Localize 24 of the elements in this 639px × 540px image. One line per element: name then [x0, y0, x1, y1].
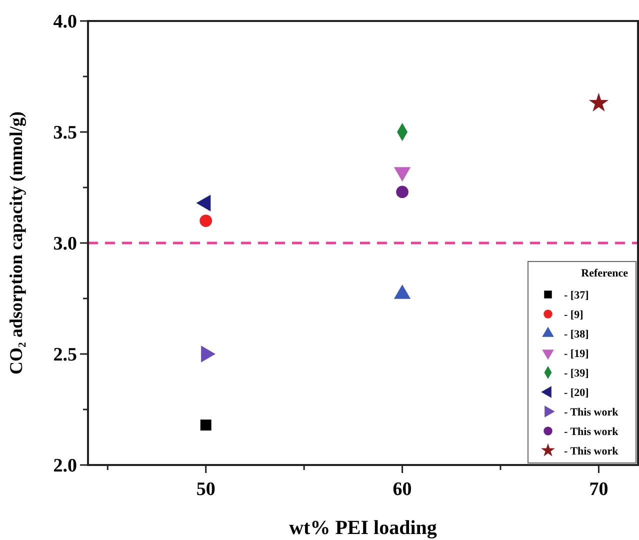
x-axis-title: wt% PEI loading [289, 517, 437, 539]
legend-label: - [9] [564, 308, 584, 321]
point [588, 92, 609, 112]
legend-label: - This work [564, 426, 620, 438]
y-tick-label: 2.5 [53, 344, 77, 366]
x-tick-label: 60 [392, 479, 412, 500]
legend-label: - This work [564, 406, 620, 418]
y-tick-label: 4.0 [53, 12, 77, 33]
legend-label: - [20] [564, 386, 589, 399]
point [396, 186, 408, 198]
point [200, 214, 212, 227]
legend-label: - This work [564, 445, 620, 458]
y-tick-label: 2.0 [53, 456, 77, 477]
x-tick-label: 70 [589, 479, 608, 500]
point [200, 420, 212, 431]
y-tick-label: 3.0 [53, 234, 77, 255]
y-axis-title: CO₂ adsorption capacity (mmol/g) [6, 112, 26, 374]
legend-label: - [39] [564, 367, 589, 380]
legend-label: - [38] [564, 328, 589, 340]
legend-label: - [37] [564, 289, 589, 302]
x-tick-label: 50 [196, 479, 216, 500]
legend-label: - [19] [564, 348, 589, 360]
y-tick-label: 3.5 [53, 122, 77, 144]
legend-title: Reference [581, 268, 628, 280]
